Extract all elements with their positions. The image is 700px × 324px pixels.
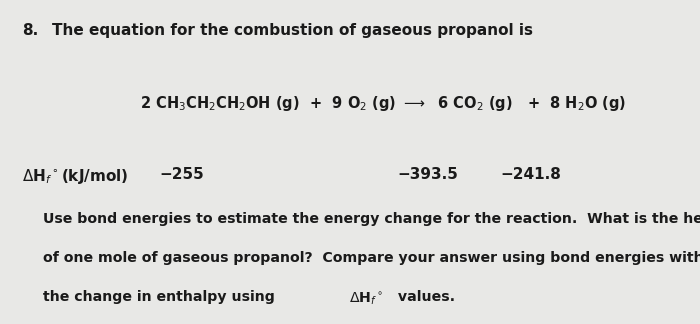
Text: −241.8: −241.8 [500, 167, 561, 182]
Text: of one mole of gaseous propanol?  Compare your answer using bond energies with a: of one mole of gaseous propanol? Compare… [43, 251, 700, 265]
Text: Use bond energies to estimate the energy change for the reaction.  What is the h: Use bond energies to estimate the energy… [43, 212, 700, 226]
Text: values.: values. [393, 290, 455, 304]
Text: $\Delta$H$_f$$^\circ$(kJ/mol): $\Delta$H$_f$$^\circ$(kJ/mol) [22, 167, 129, 186]
Text: −393.5: −393.5 [398, 167, 458, 182]
Text: −255: −255 [160, 167, 204, 182]
Text: the change in enthalpy using: the change in enthalpy using [43, 290, 280, 304]
Text: 2 CH$_3$CH$_2$CH$_2$OH (g)  +  9 O$_2$ (g) $\longrightarrow$  6 CO$_2$ (g)   +  : 2 CH$_3$CH$_2$CH$_2$OH (g) + 9 O$_2$ (g)… [140, 94, 626, 113]
Text: The equation for the combustion of gaseous propanol is: The equation for the combustion of gaseo… [52, 23, 533, 38]
Text: $\Delta$H$_f$$^\circ$: $\Delta$H$_f$$^\circ$ [349, 290, 383, 307]
Text: 8.: 8. [22, 23, 38, 38]
